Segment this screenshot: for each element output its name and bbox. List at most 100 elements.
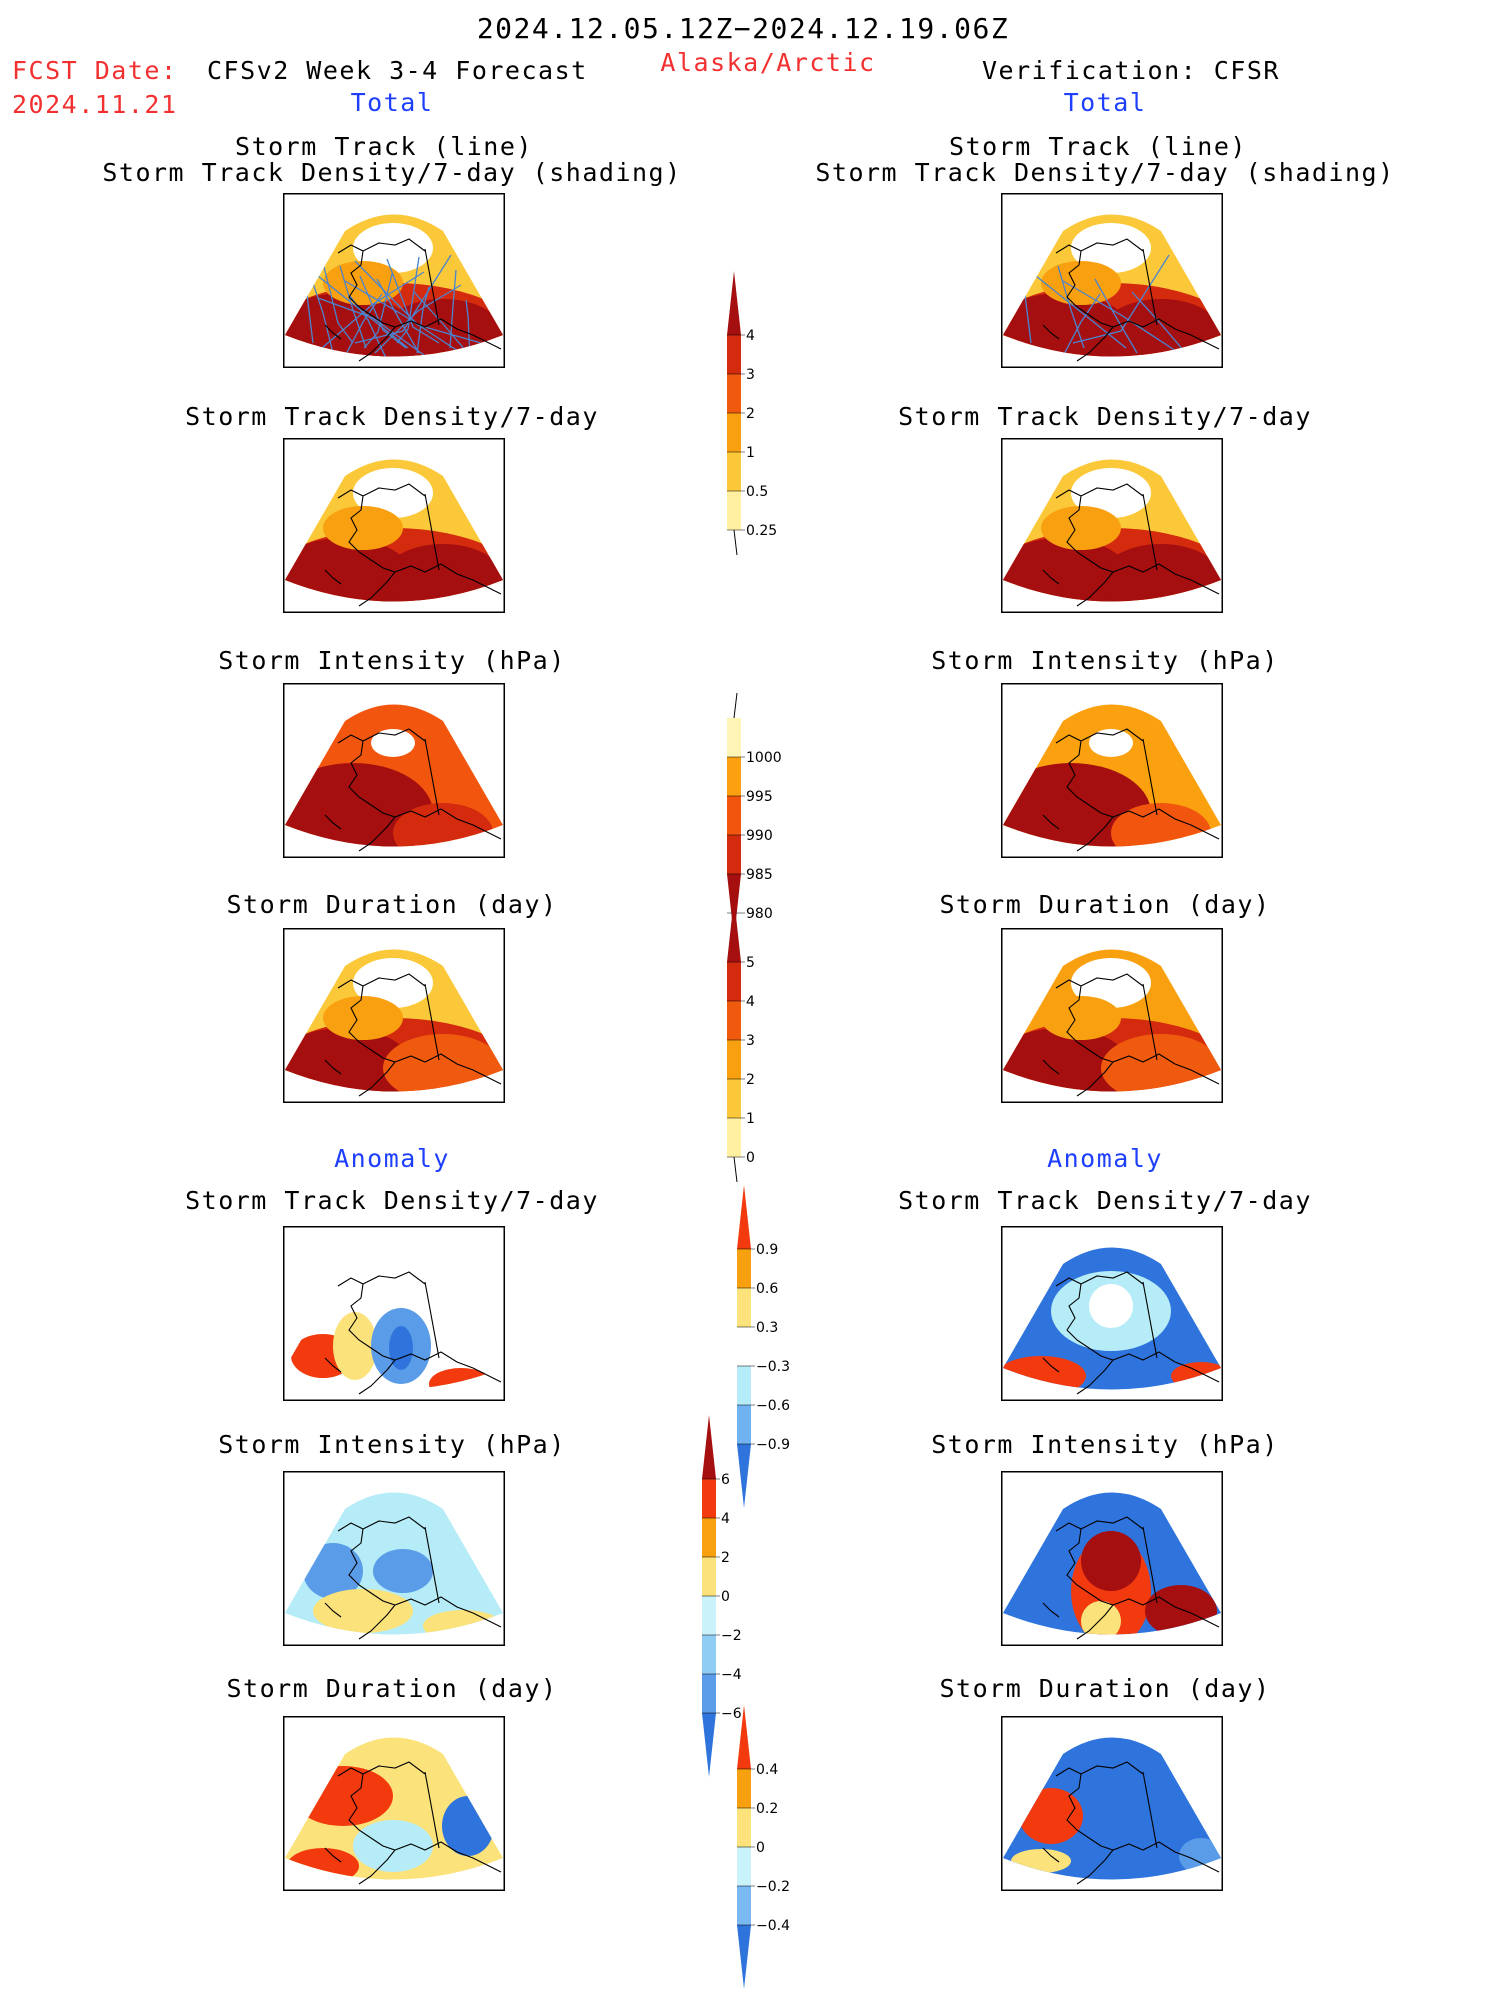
right-map-density_anom <box>1001 1226 1223 1401</box>
colorbar-duration_anom: 0.4 0.2 0 −0.2 −0.4 <box>737 1700 807 1994</box>
fcst-date-value: 2024.11.21 <box>12 90 178 119</box>
colorbar-tick-label: −4 <box>721 1667 742 1683</box>
left-map-duration_anom <box>283 1716 505 1891</box>
map-frame <box>1001 1226 1223 1401</box>
right-map-intensity-svg <box>1001 683 1223 858</box>
colorbar-tick-label: 0 <box>756 1840 765 1856</box>
right-map-intensity <box>1001 683 1223 858</box>
border-line <box>1142 1526 1158 1604</box>
colorbar-duration: 5 4 3 2 1 0 <box>727 893 797 1187</box>
colorbar-tick-label: −0.9 <box>756 1437 790 1453</box>
left-map-density <box>283 438 505 613</box>
field-mid <box>1041 996 1121 1040</box>
coastline <box>1042 238 1220 362</box>
colorbar-tick-label: 0 <box>721 1589 730 1605</box>
colorbar-tick-label: 0.2 <box>756 1801 778 1817</box>
colorbar-segment <box>727 1079 741 1118</box>
left-map-intensity-svg <box>283 683 505 858</box>
colorbar-tick-label: −0.2 <box>756 1879 790 1895</box>
storm-track <box>307 267 409 349</box>
map-frame <box>1001 1471 1223 1646</box>
map-frame <box>283 193 505 368</box>
region-title: Alaska/Arctic <box>660 48 876 77</box>
map-frame <box>283 1226 505 1401</box>
storm-track <box>321 271 425 349</box>
storm-track <box>317 297 429 357</box>
storm-track <box>413 291 473 357</box>
left-map-density-svg <box>283 438 505 613</box>
field-low-east <box>393 803 493 847</box>
colorbar-tick-label: 0.5 <box>746 484 768 500</box>
left-anomaly-label: Anomaly <box>334 1144 450 1173</box>
storm-track <box>416 286 430 354</box>
colorbar-tick-label: 2 <box>746 1072 755 1088</box>
field-mid <box>323 506 403 550</box>
right-density-anom-title: Storm Track Density/7-day <box>898 1186 1312 1215</box>
colorbar-segment <box>727 835 741 874</box>
colorbar-top-tip <box>727 898 741 962</box>
right-map-intensity_anom-svg <box>1001 1471 1223 1646</box>
colorbar-bottom-tip <box>737 1444 751 1508</box>
colorbar-density: 4 3 2 1 0.5 0.25 <box>727 266 797 560</box>
border-line <box>424 493 440 571</box>
right-map-intensity_anom <box>1001 1471 1223 1646</box>
left-map-duration <box>283 928 505 1103</box>
colorbar-tick-label: 3 <box>746 367 755 383</box>
field-mid <box>323 996 403 1040</box>
storm-track <box>363 273 393 349</box>
map-frame <box>283 683 505 858</box>
map-frame <box>283 1716 505 1891</box>
colorbar-segment <box>727 1040 741 1079</box>
field-low-east <box>1111 803 1211 847</box>
colorbar-tick-label: 990 <box>746 828 773 844</box>
colorbar-segment <box>727 1118 741 1157</box>
right-map-duration <box>1001 928 1223 1103</box>
colorbar-segment <box>727 413 741 452</box>
field-mid <box>1041 506 1121 550</box>
field-min-north <box>353 223 433 273</box>
anom-weak-pos <box>1081 1601 1121 1635</box>
colorbar-top-tip <box>702 1415 716 1479</box>
colorbar-tick-label: −0.4 <box>756 1918 790 1934</box>
colorbar-tick-label: −2 <box>721 1628 742 1644</box>
right-map-density <box>1001 438 1223 613</box>
field-blank-north <box>371 729 415 757</box>
right-map-duration_anom <box>1001 1716 1223 1891</box>
anom-neg-core <box>389 1326 413 1370</box>
map-frame <box>283 928 505 1103</box>
colorbar-tick-label: 0.25 <box>746 523 777 539</box>
coastline <box>1042 1516 1220 1640</box>
right-map-density_anom-svg <box>1001 1226 1223 1401</box>
colorbar-tick-label: 995 <box>746 789 773 805</box>
storm-track-lines <box>1020 252 1191 357</box>
colorbar-segment <box>737 1769 751 1808</box>
left-total-label: Total <box>350 88 434 117</box>
colorbar-tick-label: 3 <box>746 1033 755 1049</box>
storm-track <box>1061 293 1101 357</box>
border-line <box>1142 738 1158 816</box>
right-track-line-title: Storm Track (line) <box>949 132 1247 161</box>
anom-neutral <box>1089 1284 1133 1328</box>
colorbar-tick-label: 0.6 <box>756 1281 778 1297</box>
coastline <box>324 1761 502 1885</box>
anom-neg-center <box>373 1549 433 1593</box>
anom-neg-west <box>303 1543 363 1599</box>
colorbar-intensity_anom: 6 4 2 0 −2 −4 −6 <box>702 1410 772 1782</box>
colorbar-segment <box>702 1635 716 1674</box>
storm-track <box>1057 265 1085 349</box>
border-line <box>424 1771 440 1849</box>
border-line <box>1142 1281 1158 1359</box>
colorbar-tick-label: 980 <box>746 906 773 922</box>
fcst-date-label: FCST Date: <box>12 56 178 85</box>
colorbar-bottom-tip <box>737 1925 751 1989</box>
left-track-line-title: Storm Track (line) <box>235 132 533 161</box>
storm-track <box>322 262 354 344</box>
colorbar-tick-label: 5 <box>746 955 755 971</box>
map-frame <box>283 1471 505 1646</box>
border-line <box>424 1526 440 1604</box>
colorbar-segment <box>737 1327 751 1366</box>
left-map-track <box>283 193 505 368</box>
colorbar-tick-label: 4 <box>721 1511 730 1527</box>
field-mid <box>1041 261 1121 305</box>
colorbar-intensity: 1000 995 990 985 980 <box>727 688 797 943</box>
